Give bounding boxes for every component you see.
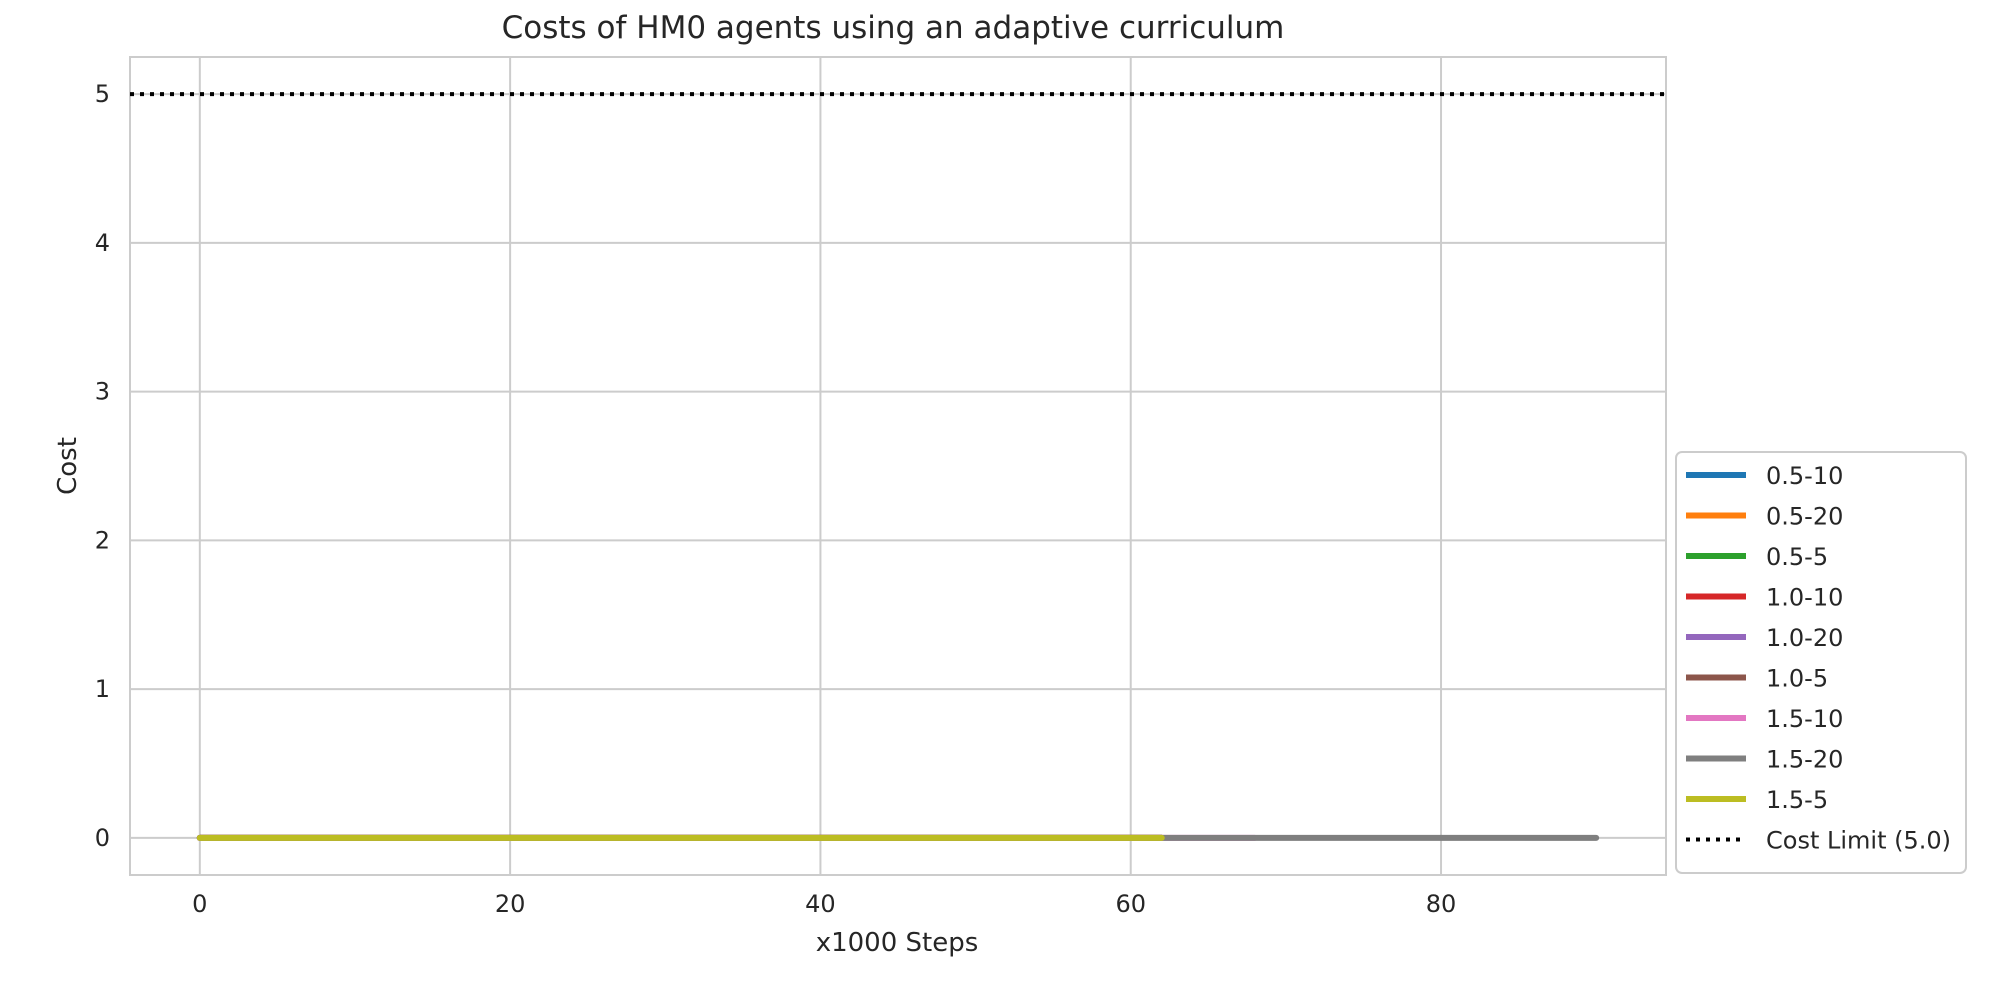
y-tick-label: 5	[95, 80, 110, 108]
x-tick-label: 40	[805, 890, 836, 918]
legend-box	[1675, 451, 1967, 874]
legend-label: 0.5-20	[1766, 503, 1843, 531]
legend-label: 1.0-10	[1766, 584, 1843, 612]
legend-label: 1.5-20	[1766, 746, 1843, 774]
x-tick-label: 20	[495, 890, 526, 918]
y-tick-label: 3	[95, 378, 110, 406]
legend-label: 1.0-20	[1766, 624, 1843, 652]
legend-label: 0.5-5	[1766, 543, 1828, 571]
legend-label: 0.5-10	[1766, 462, 1843, 490]
legend: 0.5-10 0.5-20 0.5-5 1.0-10 1.0-20 1.0-5 1.5-10…	[1675, 451, 1967, 874]
x-tick-label: 60	[1115, 890, 1146, 918]
legend-label: Cost Limit (5.0)	[1766, 827, 1951, 855]
legend-label: 1.5-10	[1766, 705, 1843, 733]
y-tick-label: 4	[95, 229, 110, 257]
plot-area	[129, 56, 1667, 876]
tick-labels: 0 20 40 60 80 0 1 2 3 4 5	[95, 80, 1457, 918]
x-axis-label: x1000 Steps	[816, 928, 979, 958]
y-tick-label: 2	[95, 526, 110, 554]
legend-label: 1.0-5	[1766, 665, 1828, 693]
grid	[130, 57, 1666, 875]
chart-title: Costs of HM0 agents using an adaptive cu…	[502, 10, 1285, 46]
x-tick-label: 0	[192, 890, 207, 918]
y-axis-label: Cost	[53, 437, 83, 495]
x-tick-label: 80	[1426, 890, 1457, 918]
y-tick-label: 0	[95, 824, 110, 852]
y-tick-label: 1	[95, 675, 110, 703]
legend-label: 1.5-5	[1766, 786, 1828, 814]
